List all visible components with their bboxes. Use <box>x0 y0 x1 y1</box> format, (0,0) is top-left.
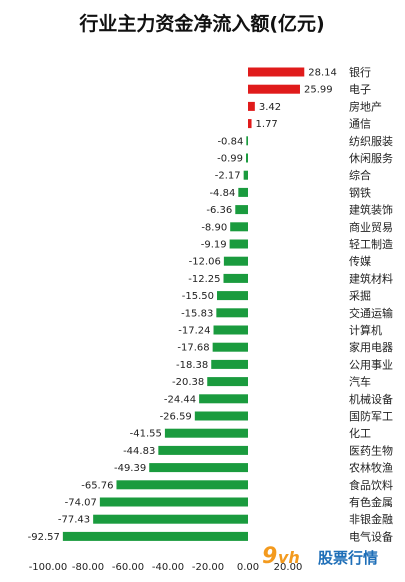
bar-value-label: -15.50 <box>182 291 214 302</box>
category-label: 食品饮料 <box>349 478 393 492</box>
x-tick-label: -80.00 <box>72 562 104 573</box>
bar-value-label: -65.76 <box>81 480 113 491</box>
category-label: 综合 <box>349 168 371 182</box>
bar-value-label: -20.38 <box>172 377 204 388</box>
bar-value-label: 28.14 <box>308 68 337 79</box>
x-axis: -100.00 -80.00 -60.00 -40.00 -20.00 0.00 20.00 <box>29 562 303 573</box>
bar-value-label: -26.59 <box>160 412 192 423</box>
bar-value-label: -4.84 <box>209 188 235 199</box>
bar-value-label: -15.83 <box>181 308 213 319</box>
x-tick-label: -60.00 <box>112 562 144 573</box>
bars-group: 28.14 银行 25.99 电子 3.42 房地产 1.77 通信 -0.84 纺织服装 -0.9… <box>28 65 393 543</box>
bar <box>149 463 248 473</box>
bar <box>199 394 248 404</box>
chart-title: 行业主力资金净流入额(亿元) <box>78 12 324 35</box>
bar-value-label: 25.99 <box>304 85 333 96</box>
bar <box>217 291 248 301</box>
category-label: 轻工制造 <box>349 237 393 251</box>
x-tick-label: 20.00 <box>274 562 303 573</box>
bar <box>246 136 248 146</box>
bar-value-label: -0.84 <box>217 136 243 147</box>
bar-value-label: -24.44 <box>164 394 196 405</box>
x-tick-label: 0.00 <box>237 562 259 573</box>
category-label: 休闲服务 <box>349 151 393 165</box>
x-tick-label: -40.00 <box>152 562 184 573</box>
category-label: 通信 <box>349 118 371 131</box>
x-tick-label: -20.00 <box>192 562 224 573</box>
bar <box>212 342 248 352</box>
bar <box>62 531 248 541</box>
category-label: 汽车 <box>349 375 371 389</box>
bar-value-label: -6.36 <box>206 205 232 216</box>
bar-value-label: -8.90 <box>201 222 227 233</box>
category-label: 电气设备 <box>349 529 393 543</box>
category-label: 采掘 <box>349 289 371 303</box>
category-label: 建筑装饰 <box>349 203 393 217</box>
category-label: 非银金融 <box>349 512 393 526</box>
category-label: 化工 <box>349 426 371 440</box>
bar <box>230 222 248 232</box>
bar-value-label: 3.42 <box>259 102 281 113</box>
category-label: 交通运输 <box>349 306 393 320</box>
bar-value-label: -49.39 <box>114 463 146 474</box>
category-label: 有色金属 <box>349 495 393 509</box>
bar-value-label: -44.83 <box>123 446 155 457</box>
watermark-logo: 9 vh 股票行情 <box>262 544 378 569</box>
bar-value-label: -2.17 <box>215 171 241 182</box>
bar <box>248 119 252 129</box>
bar-value-label: -77.43 <box>58 515 90 526</box>
watermark-nine: 9 <box>262 544 277 569</box>
watermark-text: 股票行情 <box>318 549 378 567</box>
bar-value-label: -74.07 <box>65 498 97 509</box>
bar <box>164 428 248 438</box>
bar <box>93 514 248 524</box>
category-label: 医药生物 <box>349 443 393 457</box>
category-label: 商业贸易 <box>349 220 393 234</box>
bar <box>213 325 248 335</box>
bar <box>243 170 248 180</box>
category-label: 计算机 <box>349 323 382 337</box>
category-label: 机械设备 <box>349 392 393 406</box>
category-label: 钢铁 <box>349 186 371 199</box>
bar <box>235 205 248 215</box>
bar <box>99 497 248 507</box>
bar-value-label: -17.24 <box>178 326 210 337</box>
bar <box>216 308 248 318</box>
bar-value-label: 1.77 <box>256 119 278 130</box>
bar <box>211 359 248 369</box>
watermark-vh: vh <box>278 548 300 567</box>
category-label: 国防军工 <box>349 409 393 423</box>
bar-value-label: -18.38 <box>176 360 208 371</box>
x-tick-label: -100.00 <box>29 562 68 573</box>
category-label: 银行 <box>349 65 371 79</box>
bar <box>223 273 248 283</box>
category-label: 公用事业 <box>349 358 393 371</box>
bar <box>116 480 248 490</box>
bar <box>194 411 248 421</box>
bar <box>248 67 305 77</box>
category-label: 纺织服装 <box>349 134 393 148</box>
bar <box>238 187 248 197</box>
bar-value-label: -0.99 <box>217 154 243 165</box>
category-label: 建筑材料 <box>349 271 393 285</box>
bar <box>158 445 248 455</box>
bar <box>248 101 255 111</box>
bar-value-label: -17.68 <box>177 343 209 354</box>
category-label: 家用电器 <box>349 340 393 354</box>
bar-value-label: -92.57 <box>28 532 60 543</box>
category-label: 电子 <box>349 83 371 96</box>
bar <box>207 377 248 387</box>
bar <box>229 239 248 249</box>
category-label: 传媒 <box>349 255 371 268</box>
bar <box>223 256 248 266</box>
bar <box>248 84 300 94</box>
category-label: 房地产 <box>349 99 382 113</box>
bar <box>246 153 248 163</box>
bar-value-label: -12.06 <box>189 257 221 268</box>
category-label: 农林牧渔 <box>349 461 393 475</box>
bar-value-label: -9.19 <box>201 240 227 251</box>
bar-value-label: -12.25 <box>188 274 220 285</box>
bar-value-label: -41.55 <box>130 429 162 440</box>
